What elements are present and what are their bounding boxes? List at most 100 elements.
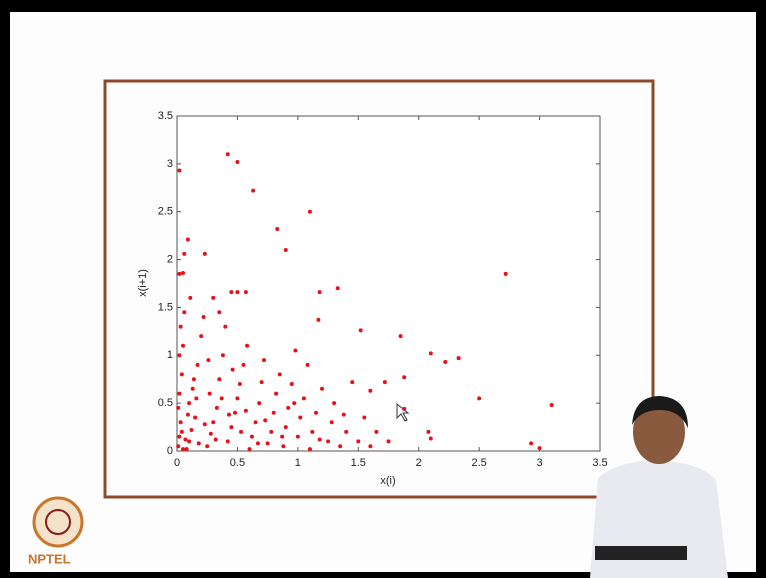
point <box>275 227 279 231</box>
point <box>192 377 196 381</box>
point <box>308 447 312 451</box>
point <box>296 435 300 439</box>
point <box>529 441 533 445</box>
point <box>194 396 198 400</box>
x-axis-label: x(i) <box>380 475 395 487</box>
y-tick-label: 3 <box>167 158 173 170</box>
point <box>310 430 314 434</box>
point <box>402 375 406 379</box>
point <box>263 418 267 422</box>
point <box>368 444 372 448</box>
x-tick-label: 2.5 <box>471 457 486 469</box>
point <box>220 396 224 400</box>
point <box>181 271 185 275</box>
point <box>538 446 542 450</box>
point <box>272 411 276 415</box>
point <box>205 444 209 448</box>
point <box>193 416 197 420</box>
laptop <box>595 546 687 560</box>
y-tick-label: 2 <box>167 253 173 265</box>
point <box>211 296 215 300</box>
x-tick-label: 0.5 <box>230 457 245 469</box>
point <box>429 351 433 355</box>
page: x(i) x(i+1) NPTEL 00.511.522.533.500.511… <box>0 0 766 578</box>
point <box>284 248 288 252</box>
point <box>269 430 273 434</box>
point <box>308 210 312 214</box>
point <box>244 290 248 294</box>
presenter-shirt <box>590 460 728 578</box>
point <box>208 392 212 396</box>
point <box>344 430 348 434</box>
point <box>191 387 195 391</box>
point <box>177 272 181 276</box>
point <box>286 406 290 410</box>
y-tick-label: 2.5 <box>158 206 173 218</box>
point <box>314 411 318 415</box>
point <box>179 325 183 329</box>
point <box>457 356 461 360</box>
screen: x(i) x(i+1) NPTEL 00.511.522.533.500.511… <box>0 0 766 578</box>
point <box>238 382 242 386</box>
point <box>190 428 194 432</box>
point <box>359 328 363 332</box>
point <box>235 290 239 294</box>
point <box>177 392 181 396</box>
x-tick-label: 3.5 <box>592 457 607 469</box>
point <box>176 406 180 410</box>
point <box>426 430 430 434</box>
point <box>443 360 447 364</box>
point <box>180 430 184 434</box>
point <box>203 422 207 426</box>
x-tick-label: 1.5 <box>351 457 366 469</box>
point <box>197 441 201 445</box>
point <box>374 430 378 434</box>
point <box>429 437 433 441</box>
point <box>199 334 203 338</box>
point <box>338 444 342 448</box>
point <box>241 363 245 367</box>
point <box>177 435 181 439</box>
point <box>248 447 252 451</box>
point <box>266 441 270 445</box>
point <box>281 444 285 448</box>
point <box>290 382 294 386</box>
point <box>226 439 230 443</box>
point <box>356 439 360 443</box>
point <box>181 344 185 348</box>
point <box>260 380 264 384</box>
point <box>187 439 191 443</box>
point <box>254 420 258 424</box>
plot-box <box>177 116 600 451</box>
x-tick-label: 1 <box>295 457 301 469</box>
point <box>221 353 225 357</box>
point <box>504 272 508 276</box>
point <box>316 318 320 322</box>
point <box>217 310 221 314</box>
point <box>326 439 330 443</box>
point <box>186 413 190 417</box>
point <box>229 290 233 294</box>
point <box>262 358 266 362</box>
point <box>244 409 248 413</box>
point <box>257 401 261 405</box>
point <box>292 401 296 405</box>
point <box>182 252 186 256</box>
point <box>187 401 191 405</box>
point <box>306 363 310 367</box>
point <box>223 325 227 329</box>
point <box>250 435 254 439</box>
point <box>362 416 366 420</box>
point <box>399 334 403 338</box>
point <box>251 189 255 193</box>
point <box>318 290 322 294</box>
point <box>203 252 207 256</box>
point <box>233 411 237 415</box>
point <box>320 387 324 391</box>
point <box>342 413 346 417</box>
point <box>278 372 282 376</box>
point <box>211 420 215 424</box>
point <box>214 438 218 442</box>
point <box>336 286 340 290</box>
logo-text: NPTEL <box>28 551 71 566</box>
